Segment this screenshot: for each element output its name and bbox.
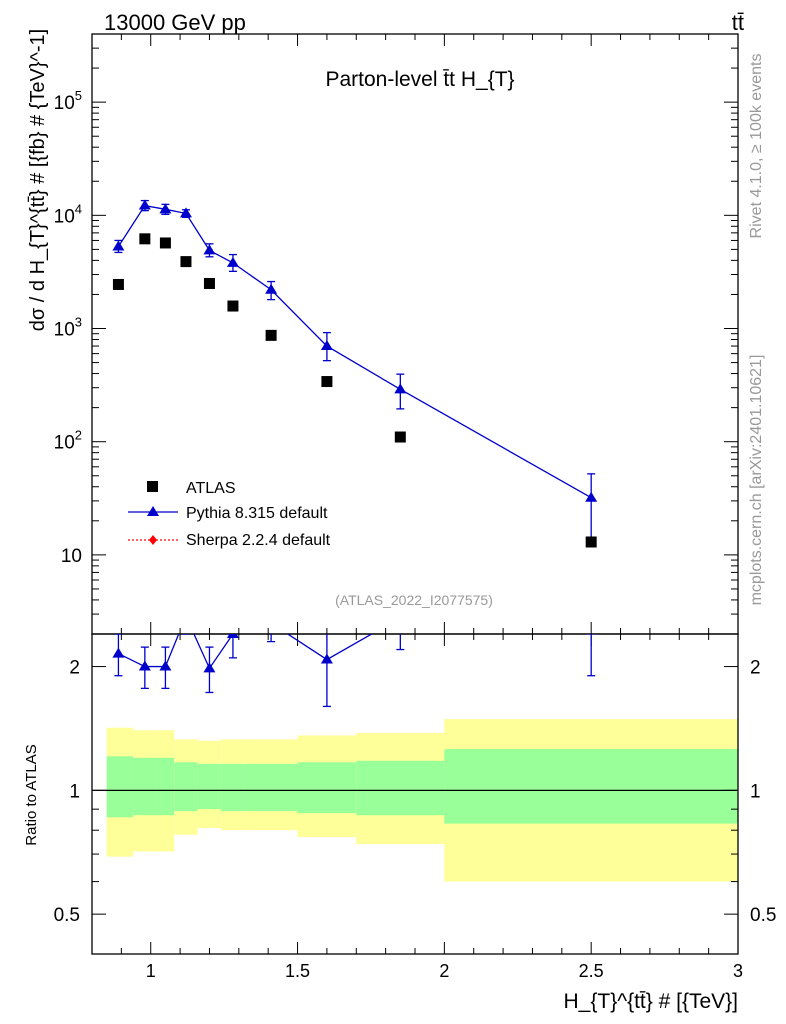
y-tick-label-exponent: 3: [75, 315, 82, 330]
atlas-point: [139, 233, 151, 245]
title-text: Parton-level t̄t H_{T}: [325, 68, 514, 91]
stat-uncertainty-band: [106, 756, 134, 818]
ratio-tick-label-right: 1: [750, 781, 761, 802]
y-tick-label-exponent: 4: [75, 201, 82, 216]
pythia-ratio-point: [112, 647, 125, 658]
pythia-ratio-line: [118, 634, 373, 670]
y-tick-label: 10: [61, 546, 82, 567]
atlas-point: [585, 536, 597, 548]
pythia-ratio-point: [203, 662, 216, 673]
ratio-clipped-group: [112, 610, 598, 708]
pythia-ratio-series: [112, 610, 598, 708]
pythia-point: [585, 491, 598, 502]
ratio-tick-label-right: 0.5: [750, 905, 776, 926]
legend-sherpa-label: Sherpa 2.2.4 default: [186, 532, 331, 549]
pythia-ratio-point: [394, 612, 406, 622]
pythia-ratio-point: [226, 634, 239, 638]
atlas-point: [159, 237, 171, 249]
pythia-point: [112, 240, 125, 251]
y-axis-label: dσ / d H_{T}^{tt̄} # [{fb} # {TeV}^-1]: [27, 29, 49, 331]
atlas-point: [321, 376, 333, 388]
y-tick-label: 103: [54, 315, 82, 341]
x-tick-label: 2: [439, 961, 449, 981]
legend-sherpa-marker: [149, 535, 157, 545]
header-energy-label: 13000 GeV pp: [104, 10, 246, 35]
pythia-point: [138, 199, 151, 210]
plot-title: Parton-level t̄t H_{T}: [325, 68, 514, 91]
ratio-tick-label-right: 2: [750, 658, 761, 679]
ratio-uncertainty-bands: [92, 719, 738, 882]
atlas-point: [112, 278, 124, 290]
pythia-point: [203, 244, 216, 255]
legend: ATLAS Pythia 8.315 default Sherpa 2.2.4 …: [128, 480, 331, 549]
rivet-version-label: Rivet 4.1.0, ≥ 100k events: [748, 54, 765, 239]
stat-uncertainty-band: [156, 757, 175, 816]
pythia-point: [159, 203, 172, 214]
pythia-point: [320, 340, 333, 351]
atlas-main-series: [112, 233, 597, 548]
axis-ticks: [91, 33, 739, 955]
atlas-point: [265, 329, 277, 341]
stat-uncertainty-band: [356, 760, 445, 816]
pythia-ratio-point: [265, 617, 277, 627]
stat-uncertainty-band: [244, 763, 298, 812]
pythia-point: [265, 283, 278, 294]
stat-uncertainty-band: [133, 757, 157, 816]
stat-uncertainty-band: [444, 749, 738, 824]
pythia-ratio-point: [159, 660, 172, 671]
legend-atlas-label: ATLAS: [186, 480, 236, 497]
atlas-point: [203, 277, 215, 289]
pythia-point: [394, 383, 407, 394]
pythia-point: [179, 207, 192, 218]
stat-uncertainty-band: [197, 763, 222, 810]
x-tick-label: 3: [733, 961, 743, 981]
y-tick-label: 102: [54, 428, 82, 454]
atlas-point: [227, 300, 239, 312]
y-tick-label: 105: [54, 88, 82, 114]
pythia-line: [117, 204, 592, 499]
x-tick-label: 2.5: [579, 961, 604, 981]
ratio-tick-label-left: 2: [69, 658, 80, 679]
ratio-tick-label-left: 0.5: [54, 905, 80, 926]
stat-uncertainty-band: [221, 763, 245, 812]
y-tick-label-base: 10: [54, 93, 75, 114]
pythia-ratio-point: [180, 610, 192, 620]
pythia-point: [226, 256, 239, 267]
x-axis-label: H_{T}^{tt̄} # [{TeV}]: [564, 990, 738, 1013]
ratio-tick-label-left: 1: [69, 781, 80, 802]
y-tick-label-base: 10: [54, 206, 75, 227]
y-tick-label-base: 10: [54, 320, 75, 341]
ratio-axis-label: Ratio to ATLAS: [23, 744, 40, 845]
x-tick-label: 1.5: [285, 961, 310, 981]
pythia-main-series: [112, 199, 598, 543]
x-tick-label: 1: [146, 961, 156, 981]
pythia-ratio-point: [585, 634, 598, 635]
legend-pythia-label: Pythia 8.315 default: [186, 505, 328, 522]
atlas-point: [180, 256, 192, 268]
y-tick-label-exponent: 5: [75, 88, 82, 103]
y-tick-label-exponent: 2: [75, 428, 82, 443]
pythia-ratio-point: [138, 660, 151, 671]
pythia-ratio-point: [320, 653, 333, 664]
stat-uncertainty-band: [174, 762, 198, 812]
stat-uncertainty-band: [297, 762, 357, 814]
mcplots-label: mcplots.cern.ch [arXiv:2401.10621]: [748, 355, 765, 606]
legend-pythia-marker: [147, 506, 159, 516]
legend-atlas-marker: [147, 481, 158, 492]
analysis-id-label: (ATLAS_2022_I2077575): [335, 592, 493, 608]
header-process-label: tt̄: [732, 10, 744, 35]
atlas-point: [394, 431, 406, 443]
y-tick-label: 104: [54, 201, 82, 227]
y-tick-label-base: 10: [54, 433, 75, 454]
